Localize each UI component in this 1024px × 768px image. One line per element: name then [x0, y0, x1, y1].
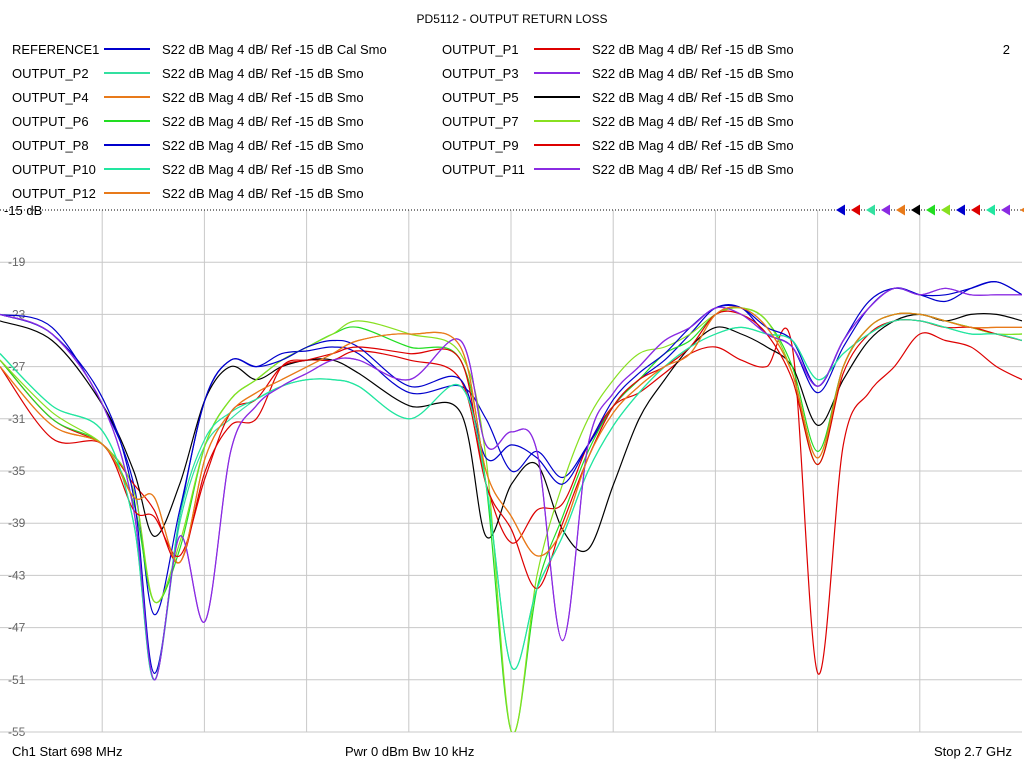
reference-marker-icon — [911, 204, 920, 216]
legend-line-swatch — [104, 96, 150, 98]
legend-trace-name: OUTPUT_P4 — [12, 89, 89, 105]
legend-trace-name: OUTPUT_P6 — [12, 113, 89, 129]
legend-trace-name: OUTPUT_P7 — [442, 113, 519, 129]
legend-trace-settings: S22 dB Mag 4 dB/ Ref -15 dB Smo — [162, 137, 364, 153]
legend-entry: OUTPUT_P9 S22 dB Mag 4 dB/ Ref -15 dB Smo — [442, 134, 794, 156]
legend-trace-name: OUTPUT_P11 — [442, 161, 525, 177]
y-tick-label: -47 — [8, 621, 26, 635]
legend-line-swatch — [534, 48, 580, 50]
reference-marker-icon — [926, 204, 935, 216]
reference-marker-icon — [851, 204, 860, 216]
legend-entry: OUTPUT_P1 S22 dB Mag 4 dB/ Ref -15 dB Smo — [442, 38, 794, 60]
legend-trace-name: OUTPUT_P1 — [442, 41, 519, 57]
reference-marker-icon — [941, 204, 950, 216]
legend-trace-name: OUTPUT_P10 — [12, 161, 96, 177]
legend-trace-settings: S22 dB Mag 4 dB/ Ref -15 dB Smo — [162, 185, 364, 201]
legend-line-swatch — [104, 144, 150, 146]
legend-trace-settings: S22 dB Mag 4 dB/ Ref -15 dB Smo — [592, 161, 794, 177]
reference-marker-icon — [986, 204, 995, 216]
legend-entry: OUTPUT_P8 S22 dB Mag 4 dB/ Ref -15 dB Smo — [12, 134, 364, 156]
trace-reference1 — [0, 281, 1022, 616]
legend-line-swatch — [104, 48, 150, 50]
legend-trace-settings: S22 dB Mag 4 dB/ Ref -15 dB Smo — [592, 137, 794, 153]
chart-title: PD5112 - OUTPUT RETURN LOSS — [416, 12, 608, 26]
reference-marker-icon — [866, 204, 875, 216]
legend-entry: OUTPUT_P10 S22 dB Mag 4 dB/ Ref -15 dB Sm… — [12, 158, 364, 180]
legend-entry: OUTPUT_P6 S22 dB Mag 4 dB/ Ref -15 dB Smo — [12, 110, 364, 132]
legend-trace-settings: S22 dB Mag 4 dB/ Ref -15 dB Smo — [162, 65, 364, 81]
legend-entry: OUTPUT_P7 S22 dB Mag 4 dB/ Ref -15 dB Smo — [442, 110, 794, 132]
legend-entry: OUTPUT_P5 S22 dB Mag 4 dB/ Ref -15 dB Smo — [442, 86, 794, 108]
legend-entry: OUTPUT_P3 S22 dB Mag 4 dB/ Ref -15 dB Smo — [442, 62, 794, 84]
legend-trace-name: OUTPUT_P8 — [12, 137, 89, 153]
reference-marker-icon — [836, 204, 845, 216]
legend-line-swatch — [534, 120, 580, 122]
stop-frequency-label: Stop 2.7 GHz — [933, 744, 1012, 759]
legend-trace-name: OUTPUT_P9 — [442, 137, 519, 153]
reference-marker-icon — [896, 204, 905, 216]
y-tick-label: -19 — [8, 255, 26, 269]
reference-level-label: -15 dB — [4, 203, 43, 218]
legend-trace-name: OUTPUT_P2 — [12, 65, 89, 81]
channel-number: 2 — [1002, 42, 1010, 57]
trace-output-p1 — [0, 327, 1022, 675]
legend-line-swatch — [534, 96, 580, 98]
legend-trace-settings: S22 dB Mag 4 dB/ Ref -15 dB Smo — [162, 113, 364, 129]
legend-trace-settings: S22 dB Mag 4 dB/ Ref -15 dB Smo — [162, 161, 364, 177]
y-tick-label: -39 — [8, 516, 26, 530]
legend-entry: OUTPUT_P11 S22 dB Mag 4 dB/ Ref -15 dB Sm… — [442, 158, 794, 180]
legend-trace-settings: S22 dB Mag 4 dB/ Ref -15 dB Smo — [592, 41, 794, 57]
legend-line-swatch — [534, 144, 580, 146]
legend-line-swatch — [534, 72, 580, 74]
y-tick-label: -43 — [8, 568, 26, 582]
legend-trace-settings: S22 dB Mag 4 dB/ Ref -15 dB Smo — [592, 89, 794, 105]
legend-trace-name: OUTPUT_P12 — [12, 185, 96, 201]
legend-trace-settings: S22 dB Mag 4 dB/ Ref -15 dB Smo — [592, 65, 794, 81]
y-tick-label: -35 — [8, 464, 26, 478]
y-tick-label: -31 — [8, 412, 26, 426]
legend-line-swatch — [104, 168, 150, 170]
legend-line-swatch — [104, 72, 150, 74]
y-tick-label: -51 — [8, 673, 26, 687]
legend-trace-settings: S22 dB Mag 4 dB/ Ref -15 dB Smo — [592, 113, 794, 129]
reference-marker-icon — [1020, 207, 1024, 213]
reference-marker-icon — [881, 204, 890, 216]
legend-line-swatch — [104, 192, 150, 194]
legend-entry: OUTPUT_P12 S22 dB Mag 4 dB/ Ref -15 dB Sm… — [12, 182, 364, 204]
power-bandwidth-label: Pwr 0 dBm Bw 10 kHz — [345, 744, 475, 759]
legend-line-swatch — [534, 168, 580, 170]
legend-trace-name: OUTPUT_P3 — [442, 65, 519, 81]
y-tick-label: -27 — [8, 360, 26, 374]
legend-trace-settings: S22 dB Mag 4 dB/ Ref -15 dB Smo — [162, 89, 364, 105]
reference-marker-icon — [1001, 204, 1010, 216]
trace-output-p12 — [0, 306, 1022, 564]
legend-entry: OUTPUT_P2 S22 dB Mag 4 dB/ Ref -15 dB Smo — [12, 62, 364, 84]
legend-trace-name: REFERENCE1 — [12, 41, 100, 57]
start-frequency-label: Ch1 Start 698 MHz — [12, 744, 123, 759]
trace-output-p9 — [0, 310, 1022, 590]
trace-output-p5 — [0, 312, 1022, 553]
legend-trace-name: OUTPUT_P5 — [442, 89, 519, 105]
trace-output-p11 — [0, 287, 1022, 681]
reference-marker-icon — [956, 204, 965, 216]
legend-line-swatch — [104, 120, 150, 122]
legend-entry: OUTPUT_P4 S22 dB Mag 4 dB/ Ref -15 dB Smo — [12, 86, 364, 108]
reference-marker-icon — [971, 204, 980, 216]
legend-trace-settings: S22 dB Mag 4 dB/ Ref -15 dB Cal Smo — [162, 41, 387, 57]
legend-entry: REFERENCE1 S22 dB Mag 4 dB/ Ref -15 dB Ca… — [12, 38, 387, 60]
